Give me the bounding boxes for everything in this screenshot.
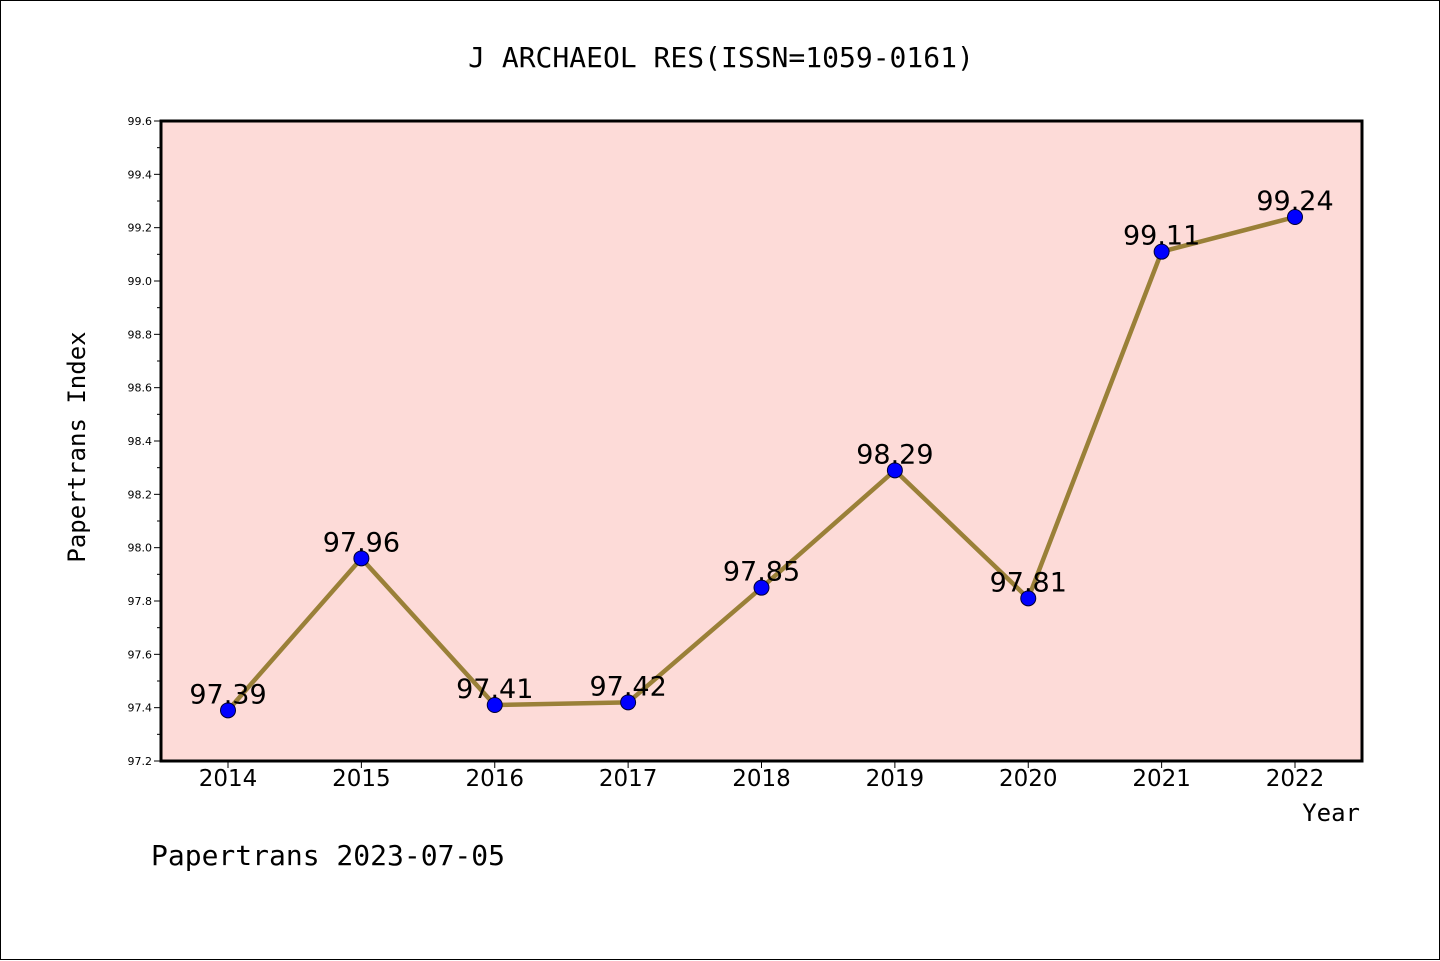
y-tick-label: 97.4 [128,702,153,715]
x-tick-label: 2021 [1132,766,1191,792]
data-point [353,550,370,567]
y-tick-label: 99.4 [128,168,153,181]
y-tick-label: 98.2 [128,488,153,501]
x-tick-label: 2014 [199,766,258,792]
y-tick-label: 98.8 [128,328,153,341]
data-label: 97.85 [723,557,800,588]
y-tick-label: 98.0 [128,542,153,555]
y-tick-label: 99.0 [128,275,153,288]
data-point [753,579,770,596]
plot-area [161,121,1362,761]
y-tick-label: 98.6 [128,382,153,395]
data-point [486,697,503,713]
y-axis-title: Papertrans Index [63,331,91,562]
footer-date: Papertrans 2023-07-05 [151,839,505,872]
y-tick-label: 98.4 [128,435,153,448]
x-tick-label: 2015 [332,766,391,792]
x-axis: 2014 2015 2016 2017 2018 2019 2020 2021 2022 [199,761,1325,792]
chart-title: J ARCHAEOL RES(ISSN=1059-0161) [468,41,974,74]
x-tick-label: 2018 [732,766,791,792]
y-tick-label: 99.6 [128,115,153,128]
x-tick-label: 2017 [599,766,658,792]
x-tick-label: 2019 [866,766,925,792]
data-label: 97.42 [589,671,666,702]
y-tick-label: 97.2 [128,755,153,768]
data-label: 99.11 [1123,221,1200,252]
plot-border [159,119,1364,763]
x-tick-label: 2020 [999,766,1058,792]
data-labels: 97.39 97.96 97.41 97.42 97.85 98.29 97.81 99.11… [189,186,1333,710]
data-point [886,462,903,479]
data-label: 99.24 [1256,186,1333,217]
data-point [1153,243,1170,260]
data-label: 97.81 [990,567,1067,598]
x-axis-title: Year [1302,799,1360,827]
data-point [620,694,637,711]
y-tick-label: 99.2 [128,222,153,235]
data-label: 97.41 [456,674,533,705]
data-point [1287,209,1303,225]
data-label: 98.29 [856,439,933,470]
data-label: 97.39 [189,679,266,710]
data-point [1020,590,1037,607]
y-tick-label: 97.6 [128,648,153,661]
y-axis: 97.2 97.4 97.6 97.8 98.0 98.2 98.4 98.6 98.8 99.0… [128,115,161,768]
x-tick-label: 2016 [465,766,524,792]
x-tick-label: 2022 [1266,766,1325,792]
data-point [220,702,236,719]
y-tick-label: 97.8 [128,595,153,608]
data-markers [220,209,1303,719]
data-label: 97.96 [323,527,400,558]
